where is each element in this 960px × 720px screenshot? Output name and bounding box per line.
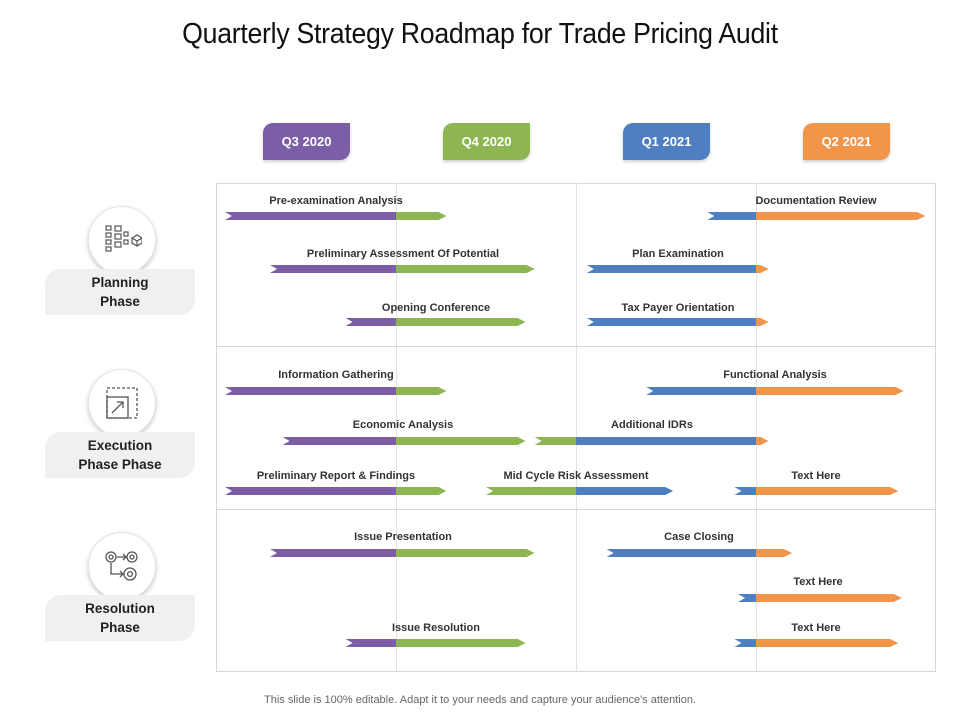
task-label: Issue Presentation <box>354 531 452 543</box>
task-bar-segment <box>756 265 769 273</box>
execution-phase-icon-circle <box>88 369 156 437</box>
task-bar-segment <box>756 594 902 602</box>
task-label: Economic Analysis <box>352 419 454 431</box>
task-bar-segment <box>396 437 526 445</box>
task-bar <box>734 639 898 647</box>
task-bar-segment <box>225 487 396 495</box>
task-bar-segment <box>756 212 925 220</box>
task-bar-segment <box>738 594 756 602</box>
page-title: Quarterly Strategy Roadmap for Trade Pri… <box>182 18 778 50</box>
task-bar <box>486 487 673 495</box>
task-label: Documentation Review <box>755 195 877 207</box>
gears-icon <box>105 551 138 581</box>
footer-note: This slide is 100% editable. Adapt it to… <box>264 694 696 706</box>
task-bar-segment <box>586 318 756 326</box>
task-bar-segment <box>396 387 446 395</box>
task-bar-segment <box>646 387 756 395</box>
task-label: Pre-examination Analysis <box>269 195 403 207</box>
quarter-tab-q2-2021: Q2 2021 <box>803 123 890 160</box>
task-bar <box>345 318 526 326</box>
task-bar <box>270 265 535 273</box>
task-label: Functional Analysis <box>723 369 827 381</box>
task-label: Text Here <box>793 576 843 588</box>
org-chart-icon <box>105 225 142 252</box>
task-label: Text Here <box>791 622 841 634</box>
quarter-tab-q1-2021: Q1 2021 <box>623 123 710 160</box>
resize-icon <box>106 387 138 419</box>
task-bar-segment <box>396 549 535 557</box>
task-label: Tax Payer Orientation <box>621 302 735 314</box>
task-bar-segment <box>756 487 898 495</box>
task-bar <box>707 212 925 220</box>
task-bar <box>225 487 446 495</box>
task-bar-segment <box>225 212 396 220</box>
grid-divider <box>756 183 757 672</box>
task-label: Plan Examination <box>632 248 724 260</box>
task-label: Opening Conference <box>381 302 491 314</box>
task-bar-segment <box>486 487 576 495</box>
grid-divider <box>216 509 936 510</box>
task-bar <box>586 265 769 273</box>
task-bar-segment <box>756 549 792 557</box>
task-label: Text Here <box>791 470 841 482</box>
task-bar-segment <box>575 437 756 445</box>
execution-phase-label: Execution Phase Phase <box>45 432 195 478</box>
task-label: Case Closing <box>664 531 734 543</box>
task-bar <box>345 639 526 647</box>
task-bar <box>225 212 446 220</box>
task-bar-segment <box>756 437 769 445</box>
task-bar-segment <box>756 639 898 647</box>
task-bar <box>225 387 446 395</box>
task-bar-segment <box>734 639 756 647</box>
task-bar <box>534 437 769 445</box>
task-bar-segment <box>270 265 396 273</box>
task-bar-segment <box>756 318 769 326</box>
task-bar-segment <box>396 265 535 273</box>
grid-divider <box>216 346 936 347</box>
task-bar-segment <box>396 318 526 326</box>
task-bar-segment <box>756 387 904 395</box>
quarter-tab-q3-2020: Q3 2020 <box>263 123 350 160</box>
task-bar <box>270 549 535 557</box>
task-bar-segment <box>707 212 756 220</box>
task-bar-segment <box>576 487 673 495</box>
task-label: Mid Cycle Risk Assessment <box>503 470 649 482</box>
grid-divider <box>396 183 397 672</box>
task-bar <box>586 318 769 326</box>
task-bar-segment <box>534 437 576 445</box>
task-bar-segment <box>396 212 446 220</box>
task-bar-segment <box>396 487 446 495</box>
resolution-phase-icon-circle <box>88 532 156 600</box>
task-bar-segment <box>345 639 396 647</box>
task-bar-segment <box>282 437 396 445</box>
task-bar-segment <box>606 549 756 557</box>
planning-phase-label: Planning Phase <box>45 269 195 315</box>
task-bar <box>738 594 902 602</box>
grid-divider <box>576 183 577 672</box>
task-bar-segment <box>586 265 756 273</box>
quarter-tab-q4-2020: Q4 2020 <box>443 123 530 160</box>
task-label: Additional IDRs <box>611 419 693 431</box>
task-bar <box>646 387 903 395</box>
task-label: Preliminary Assessment Of Potential <box>306 248 500 260</box>
task-bar-segment <box>345 318 396 326</box>
task-bar-segment <box>270 549 396 557</box>
task-label: Preliminary Report & Findings <box>256 470 416 482</box>
task-bar-segment <box>734 487 756 495</box>
task-bar <box>606 549 792 557</box>
task-label: Issue Resolution <box>391 622 481 634</box>
task-bar-segment <box>396 639 526 647</box>
task-bar-segment <box>225 387 396 395</box>
task-bar <box>734 487 898 495</box>
task-label: Information Gathering <box>278 369 394 381</box>
task-bar <box>282 437 526 445</box>
resolution-phase-label: Resolution Phase <box>45 595 195 641</box>
planning-phase-icon-circle <box>88 206 156 274</box>
